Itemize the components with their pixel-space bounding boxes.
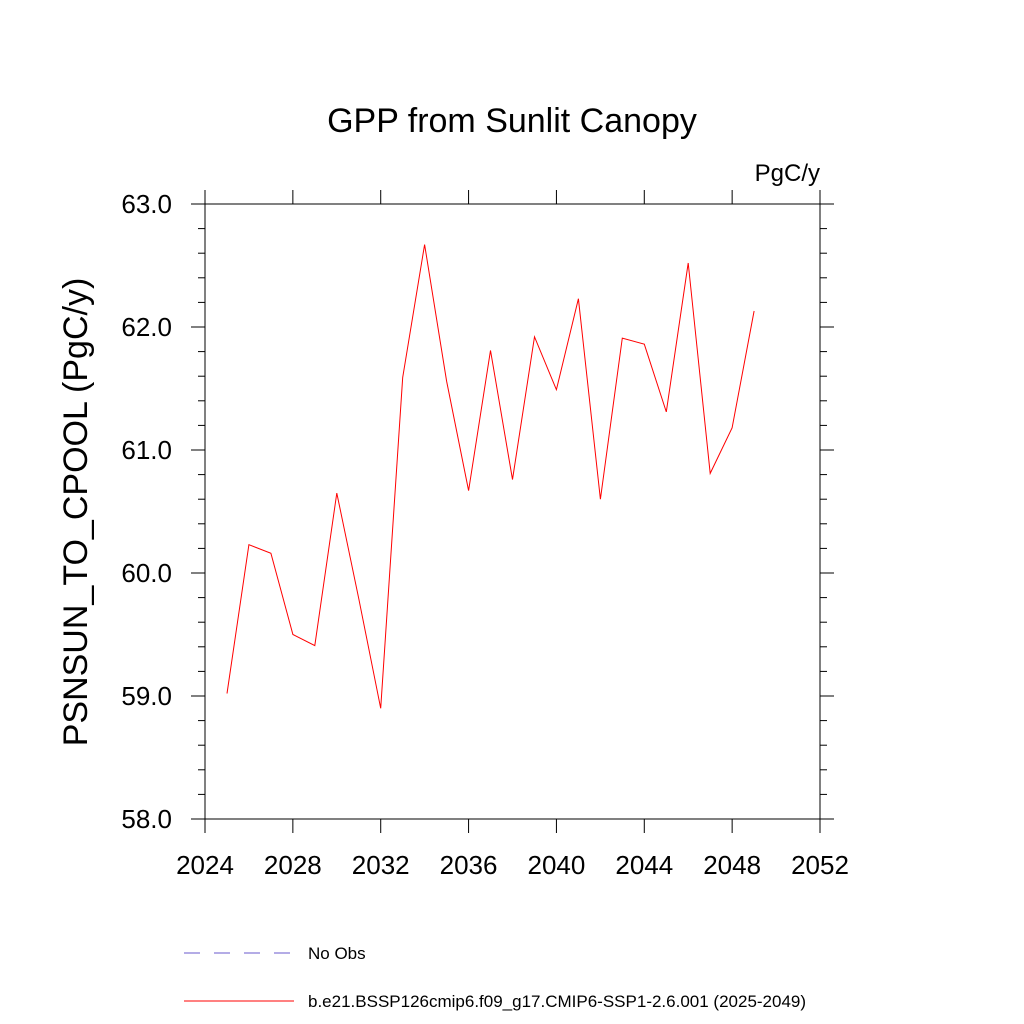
legend-label: b.e21.BSSP126cmip6.f09_g17.CMIP6-SSP1-2.… <box>308 992 806 1011</box>
y-tick-label: 61.0 <box>121 435 172 465</box>
legend-label: No Obs <box>308 944 366 963</box>
series-line <box>226 244 755 709</box>
y-tick-label: 58.0 <box>121 804 172 834</box>
x-tick-label: 2032 <box>352 850 410 880</box>
x-tick-label: 2044 <box>615 850 673 880</box>
x-tick-label: 2048 <box>703 850 761 880</box>
y-tick-label: 59.0 <box>121 681 172 711</box>
plot-frame <box>204 203 821 820</box>
y-tick-label: 60.0 <box>121 558 172 588</box>
x-tick-label: 2040 <box>528 850 586 880</box>
x-tick-label: 2052 <box>791 850 849 880</box>
x-tick-label: 2028 <box>264 850 322 880</box>
chart-title: GPP from Sunlit Canopy <box>327 102 697 140</box>
plot-area: 2024 2028 2032 2036 2040 2044 2048 2052 58.0 59.0… <box>121 189 849 880</box>
legend: No Obs b.e21.BSSP126cmip6.f09_g17.CMIP6-S… <box>184 944 806 1011</box>
y-tick-label: 63.0 <box>121 189 172 219</box>
y-tick-label: 62.0 <box>121 312 172 342</box>
y-axis-label: PSNSUN_TO_CPOOL (PgC/y) <box>57 278 95 747</box>
x-tick-label: 2024 <box>176 850 234 880</box>
units-label: PgC/y <box>755 160 820 187</box>
x-tick-label: 2036 <box>440 850 498 880</box>
